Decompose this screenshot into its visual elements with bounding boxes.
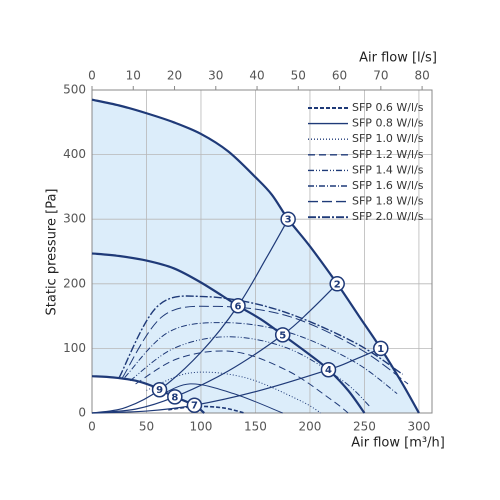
y-axis-title: Static pressure [Pa] <box>45 189 60 316</box>
x-tick-label: 150 <box>244 420 267 434</box>
operating-point <box>167 389 183 405</box>
legend-label: SFP 1.0 W/l/s <box>352 132 424 145</box>
operating-point <box>373 340 389 357</box>
y-tick-label: 200 <box>63 276 86 290</box>
curve-line <box>91 283 338 414</box>
point-label: 9 <box>156 385 163 396</box>
operating-point <box>274 327 291 343</box>
x2-tick-label: 80 <box>414 69 429 83</box>
sfp-line <box>122 305 409 385</box>
y-tick-label: 300 <box>63 212 86 226</box>
x-axis-title: Air flow [m³/h] <box>351 436 445 451</box>
y-tick-label: 500 <box>63 83 86 97</box>
legend-label: SFP 1.4 W/l/s <box>352 163 424 176</box>
sfp-line <box>118 295 403 378</box>
x2-tick-label: 0 <box>88 69 96 83</box>
curve-line <box>91 98 420 414</box>
point-label: 6 <box>235 301 242 312</box>
y-tick-label: 100 <box>63 341 86 355</box>
x-tick-label: 300 <box>407 420 430 434</box>
legend-label: SFP 1.8 W/l/s <box>352 195 424 208</box>
point-label: 1 <box>377 344 384 355</box>
x2-tick-label: 70 <box>373 69 388 83</box>
curve-line <box>91 218 289 414</box>
x2-tick-label: 50 <box>291 69 306 83</box>
x-tick-label: 50 <box>139 420 154 434</box>
x2-tick-label: 30 <box>208 69 223 83</box>
operating-point <box>320 361 337 378</box>
x2-tick-label: 10 <box>126 69 141 83</box>
x2-axis-title: Air flow [l/s] <box>359 51 437 66</box>
legend-label: SFP 0.8 W/l/s <box>352 117 424 130</box>
point-label: 8 <box>171 392 178 403</box>
x-tick-label: 100 <box>190 420 213 434</box>
sfp-line <box>146 371 322 414</box>
operating-point <box>151 381 168 398</box>
point-label: 5 <box>279 330 286 341</box>
legend-label: SFP 1.2 W/l/s <box>352 148 424 161</box>
sfp-line <box>129 336 371 407</box>
point-label: 2 <box>334 279 341 290</box>
sfp-line <box>135 350 349 414</box>
x-tick-label: 200 <box>298 420 321 434</box>
y-tick-label: 0 <box>78 406 86 420</box>
sfp-line <box>124 322 398 395</box>
sfp-line <box>157 383 283 414</box>
plot-frame <box>91 89 433 414</box>
x2-tick-label: 40 <box>249 69 264 83</box>
sfp-line <box>168 405 245 414</box>
legend-label: SFP 1.6 W/l/s <box>352 179 424 192</box>
x-tick-label: 0 <box>88 420 96 434</box>
y-tick-label: 400 <box>63 147 86 161</box>
operating-point <box>280 211 296 227</box>
point-label: 4 <box>325 365 332 376</box>
operating-point <box>186 397 203 413</box>
operating-point <box>230 298 246 314</box>
x-tick-label: 250 <box>353 420 376 434</box>
x2-tick-label: 20 <box>167 69 182 83</box>
point-label: 3 <box>285 215 292 226</box>
x2-tick-label: 60 <box>332 69 347 83</box>
legend-label: SFP 2.0 W/l/s <box>352 210 424 223</box>
legend-label: SFP 0.6 W/l/s <box>352 101 424 114</box>
curve-line <box>91 347 382 414</box>
operating-point <box>329 276 345 292</box>
point-label: 7 <box>191 401 198 412</box>
